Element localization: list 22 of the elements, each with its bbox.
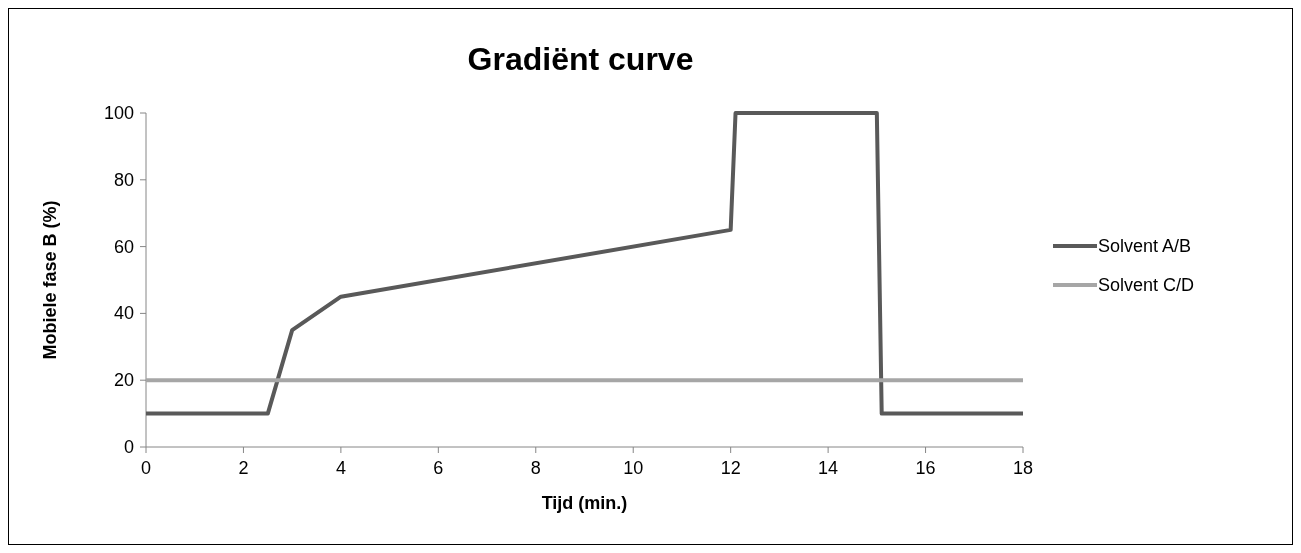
x-tick-label: 18 [1012, 458, 1034, 478]
x-axis-title: Tijd (min.) [541, 493, 628, 513]
x-tick-label: 6 [433, 458, 444, 478]
legend-label: Solvent C/D [1098, 275, 1195, 295]
y-tick-label: 100 [103, 103, 134, 123]
x-tick-label: 4 [335, 458, 346, 478]
y-tick-label: 0 [123, 437, 134, 457]
chart-title: Gradiënt curve [467, 41, 694, 77]
y-tick-label: 40 [113, 303, 134, 324]
x-tick-label: 12 [720, 458, 741, 478]
y-tick-label: 20 [113, 370, 134, 391]
y-axis-title: Mobiele fase B (%) [40, 200, 60, 360]
x-tick-label: 8 [530, 458, 541, 478]
x-tick-label: 14 [818, 458, 839, 478]
x-tick-label: 0 [140, 458, 152, 478]
x-tick-label: 10 [623, 458, 644, 478]
legend-label: Solvent A/B [1098, 236, 1192, 256]
y-tick-label: 80 [113, 169, 134, 190]
x-tick-label: 16 [915, 458, 936, 478]
line-series [144, 111, 1025, 416]
x-tick-label: 2 [238, 458, 249, 478]
y-tick-label: 60 [113, 236, 134, 257]
